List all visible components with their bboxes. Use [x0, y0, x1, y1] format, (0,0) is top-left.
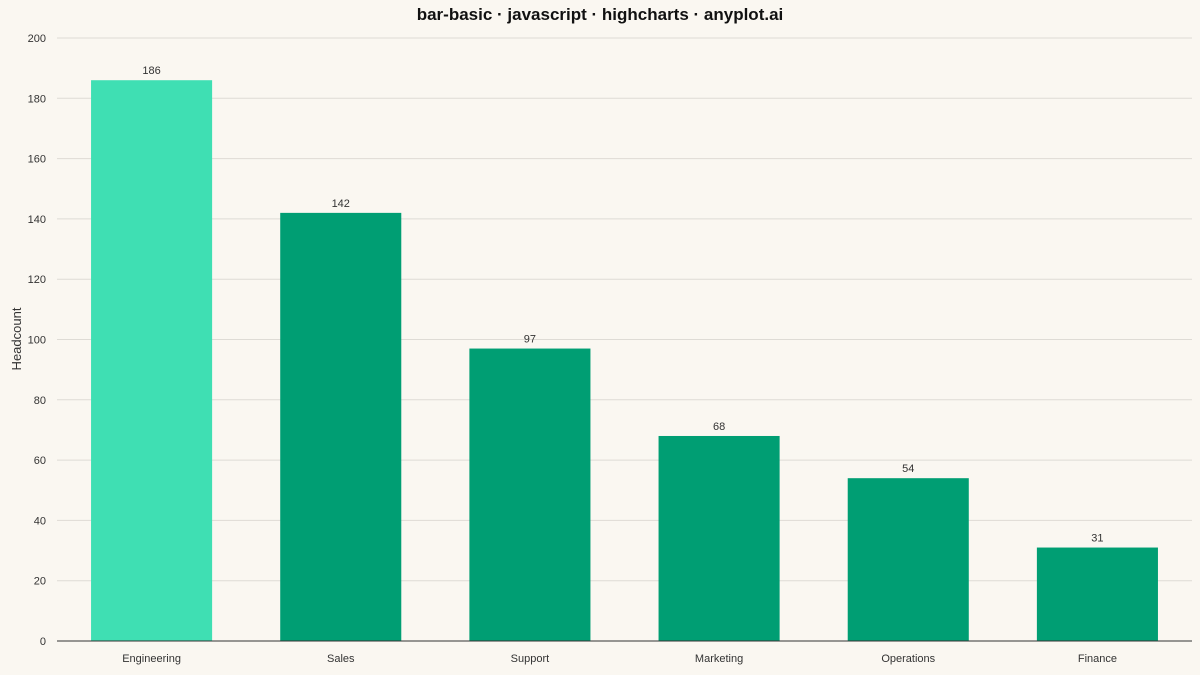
chart-title: bar-basic · javascript · highcharts · an…: [417, 5, 784, 24]
y-tick-label: 0: [40, 636, 46, 648]
data-label: 68: [713, 421, 725, 433]
y-tick-label: 200: [28, 33, 46, 45]
y-tick-label: 160: [28, 154, 46, 166]
y-tick-label: 100: [28, 335, 46, 347]
x-category-label: Operations: [881, 653, 935, 665]
y-axis-ticks: 0 20 40 60 80 100 120 140 160 180 200: [28, 33, 46, 648]
y-axis-label: Headcount: [9, 307, 24, 370]
bar-support: [469, 348, 591, 641]
data-label: 54: [902, 463, 914, 475]
bar-marketing: [658, 435, 780, 641]
y-tick-label: 120: [28, 274, 46, 286]
y-tick-label: 40: [34, 515, 46, 527]
bar-sales: [280, 212, 402, 641]
data-label: 142: [332, 198, 350, 210]
bar-operations: [847, 478, 969, 641]
y-tick-label: 140: [28, 214, 46, 226]
grid-lines: [57, 37, 1192, 582]
x-category-label: Sales: [327, 653, 355, 665]
x-category-label: Support: [511, 653, 550, 665]
x-category-label: Marketing: [695, 653, 743, 665]
bar-engineering: [91, 80, 213, 641]
x-category-label: Finance: [1078, 653, 1117, 665]
data-labels: 186 142 97 68 54 31: [142, 65, 1103, 544]
y-tick-label: 180: [28, 93, 46, 105]
data-label: 186: [142, 65, 160, 77]
bar-finance: [1036, 547, 1158, 641]
x-axis-categories: Engineering Sales Support Marketing Operatio…: [122, 653, 1117, 665]
x-category-label: Engineering: [122, 653, 181, 665]
y-tick-label: 60: [34, 455, 46, 467]
bar-series: [91, 80, 1158, 641]
y-tick-label: 20: [34, 576, 46, 588]
y-tick-label: 80: [34, 395, 46, 407]
data-label: 97: [524, 334, 536, 346]
data-label: 31: [1091, 533, 1103, 545]
